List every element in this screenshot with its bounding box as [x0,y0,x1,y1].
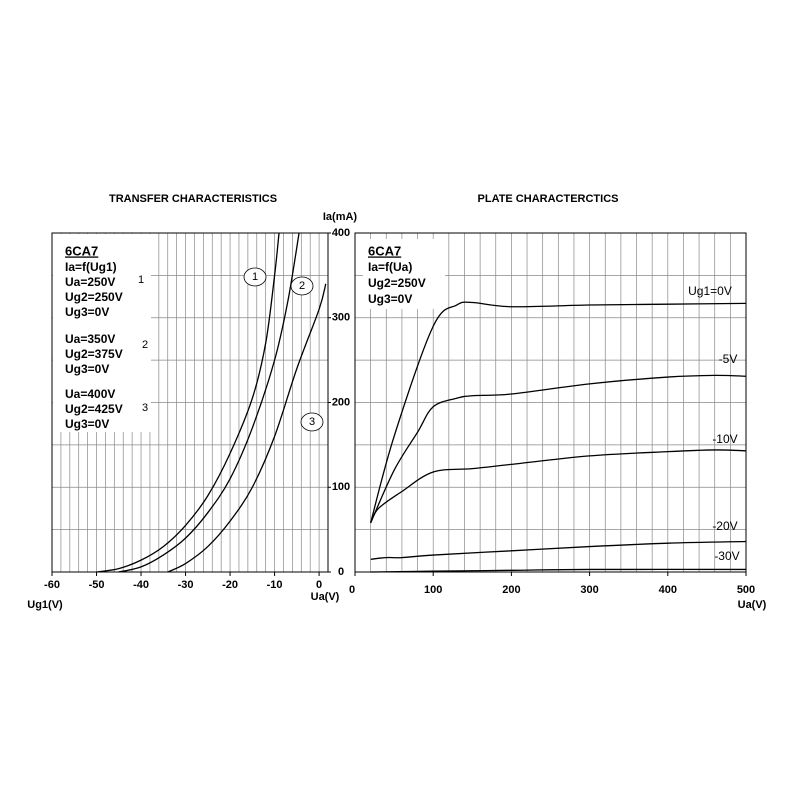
x-tick-label: -10 [267,579,283,591]
x-tick-label: -40 [133,579,149,591]
x-tick-label: 500 [737,584,755,596]
x-axis-label: Ua(V) [311,591,340,603]
condition-text: Ug3=0V [65,417,109,431]
legend-text: 6CA7 [368,243,401,258]
chart-title: TRANSFER CHARACTERISTICS [109,193,277,205]
y-tick-label: 0 [338,566,344,578]
x-tick-label: -30 [178,579,194,591]
curve [370,540,747,560]
series-label: Ug1=0V [688,284,732,298]
x-tick-label: 0 [349,584,355,596]
x-axis-label: Ua(V) [738,599,767,611]
legend-box [53,234,151,432]
condition-text: Ua=400V [65,387,115,401]
series-marker-circle [290,276,314,296]
x-tick-label: 300 [580,584,598,596]
legend-box [363,239,445,309]
x-axis-label: Ug1(V) [27,599,63,611]
legend-text: Ug2=250V [368,276,426,290]
curve [370,568,747,573]
series-marker-circle [243,267,267,287]
plot-frame [354,232,747,573]
y-tick-label: 100 [332,481,350,493]
series-label: -30V [714,549,739,563]
condition-text: Ua=250V [65,275,115,289]
condition-text: Ug3=0V [65,305,109,319]
x-tick-label: 0 [316,579,322,591]
legend-text: Ug3=0V [368,292,412,306]
x-tick-label: 400 [659,584,677,596]
y-tick-label: 200 [332,396,350,408]
series-label: -20V [712,519,737,533]
y-axis-label: Ia(mA) [323,211,358,223]
series-label: -5V [719,352,738,366]
curve [370,449,747,524]
series-marker-circle [300,412,324,432]
series-label: 3 [309,416,315,428]
legend-text: Ia=f(Ug1) [65,260,117,274]
condition-text: Ua=350V [65,332,115,346]
condition-text: Ug3=0V [65,362,109,376]
curve [370,301,747,524]
condition-marker: 2 [142,339,148,351]
curve [167,283,327,573]
chart-title: PLATE CHARACTERCTICS [478,193,619,205]
series-label: -10V [712,432,737,446]
y-tick-label: 400 [332,227,350,239]
curve [370,374,747,524]
x-tick-label: -50 [89,579,105,591]
legend-text: 6CA7 [65,243,98,258]
curve [118,232,300,573]
condition-text: Ug2=375V [65,347,123,361]
condition-marker: 3 [142,402,148,414]
x-tick-label: 200 [502,584,520,596]
condition-text: Ug2=425V [65,402,123,416]
y-tick-label: 300 [332,312,350,324]
series-label: 1 [252,271,258,283]
condition-text: Ug2=250V [65,290,123,304]
legend-text: Ia=f(Ua) [368,260,412,274]
x-tick-label: -60 [44,579,60,591]
condition-marker: 1 [138,274,144,286]
series-label: 2 [299,280,305,292]
x-tick-label: -20 [222,579,238,591]
x-tick-label: 100 [424,584,442,596]
curve [96,232,280,573]
